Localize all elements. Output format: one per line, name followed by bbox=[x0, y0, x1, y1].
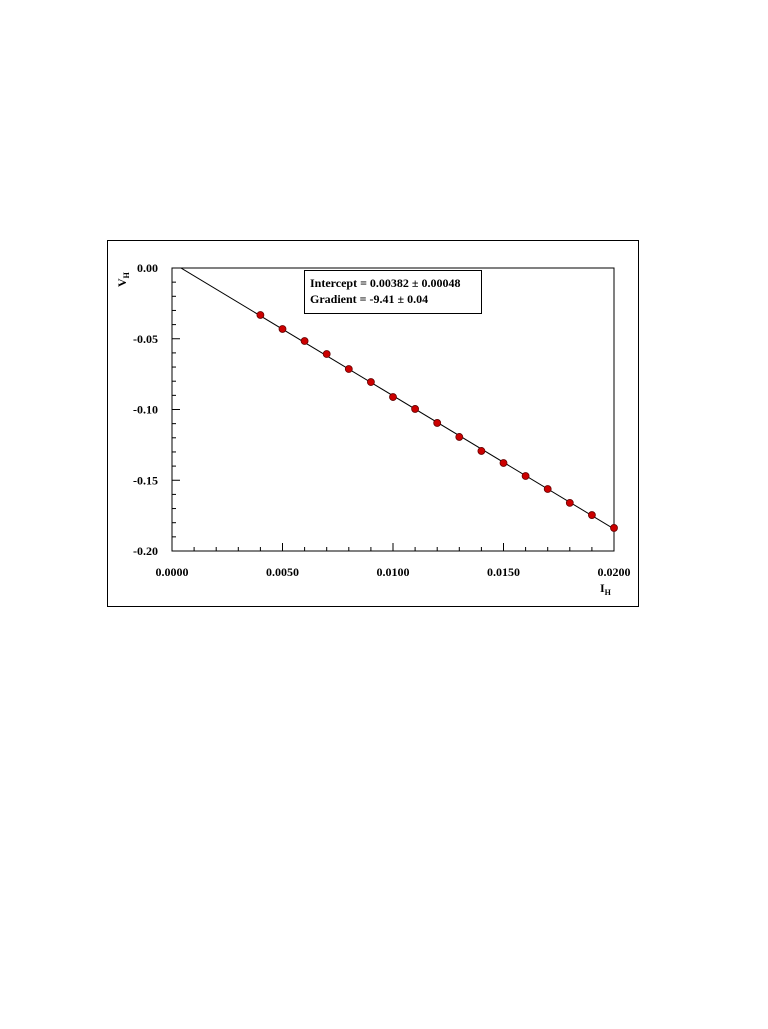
data-point bbox=[477, 447, 486, 455]
y-tick-label: -0.20 bbox=[133, 544, 158, 558]
x-tick-label: 0.0000 bbox=[156, 565, 189, 579]
x-tick-label: 0.0050 bbox=[266, 565, 299, 579]
y-axis-label-sub: H bbox=[122, 271, 131, 278]
x-tick-label: 0.0100 bbox=[377, 565, 410, 579]
data-point bbox=[521, 472, 530, 480]
data-point bbox=[411, 405, 420, 413]
y-tick-label: -0.15 bbox=[133, 473, 158, 487]
x-tick-label: 0.0150 bbox=[487, 565, 520, 579]
data-point bbox=[389, 393, 397, 401]
data-point bbox=[499, 459, 508, 467]
y-tick-label: 0.00 bbox=[137, 261, 158, 275]
data-point bbox=[278, 325, 287, 333]
data-point bbox=[322, 350, 331, 358]
y-axis-label-main: V bbox=[115, 278, 129, 287]
x-tick-label: 0.0200 bbox=[598, 565, 631, 579]
x-axis-label-sub: H bbox=[605, 588, 612, 597]
data-point bbox=[433, 419, 442, 427]
y-tick-label: -0.05 bbox=[133, 332, 158, 346]
x-axis-label-main: I bbox=[600, 581, 605, 595]
annotation-box bbox=[304, 270, 482, 314]
chart-frame bbox=[107, 240, 639, 607]
data-point bbox=[366, 378, 375, 386]
data-point bbox=[344, 365, 353, 373]
data-point bbox=[455, 433, 464, 441]
data-point bbox=[588, 511, 596, 519]
data-point bbox=[256, 311, 265, 319]
data-point bbox=[565, 498, 574, 507]
annotation: Intercept = 0.00382 ± 0.00048 bbox=[310, 276, 461, 290]
data-point bbox=[543, 485, 552, 493]
x-axis-label: IH bbox=[600, 581, 612, 597]
data-point bbox=[610, 524, 618, 532]
data-point bbox=[300, 337, 309, 345]
y-tick-label: -0.10 bbox=[133, 403, 158, 417]
y-axis-label: VH bbox=[115, 271, 131, 287]
annotation: Gradient = -9.41 ± 0.04 bbox=[310, 292, 428, 306]
